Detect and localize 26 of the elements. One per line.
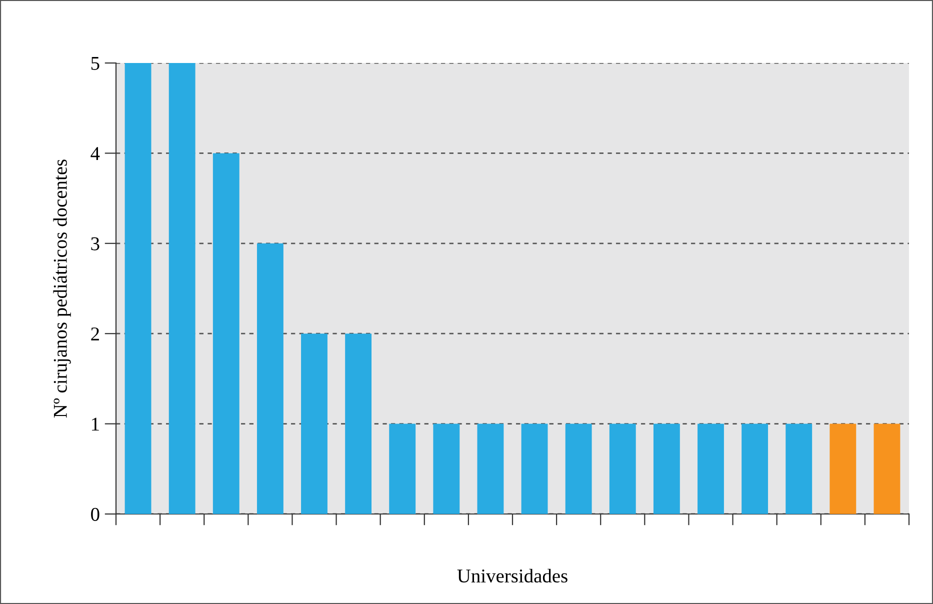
y-tick-label: 1 xyxy=(92,418,99,431)
y-tick-label: 0 xyxy=(91,508,100,521)
bar xyxy=(698,424,724,514)
bar xyxy=(874,424,900,514)
bar xyxy=(212,153,240,514)
bar xyxy=(256,243,284,514)
y-tick-label: 2 xyxy=(91,327,99,340)
y-tick-label: 5 xyxy=(91,57,100,70)
bar xyxy=(830,424,856,514)
bar xyxy=(742,424,768,514)
bar xyxy=(565,424,592,514)
bar xyxy=(786,424,812,514)
bar xyxy=(433,424,460,514)
bar xyxy=(345,334,372,514)
bar xyxy=(168,63,196,514)
bar xyxy=(477,424,504,514)
bar xyxy=(301,334,328,514)
bar xyxy=(609,424,636,514)
bar xyxy=(124,63,152,514)
bar xyxy=(389,424,416,514)
bar xyxy=(521,424,548,514)
x-axis-title: Universidades xyxy=(457,568,568,583)
y-axis-title: Nº cirujanos pediátricos docentes xyxy=(53,160,71,418)
y-tick-label: 4 xyxy=(90,147,100,160)
bar xyxy=(653,424,680,514)
y-tick-label: 3 xyxy=(91,237,100,250)
